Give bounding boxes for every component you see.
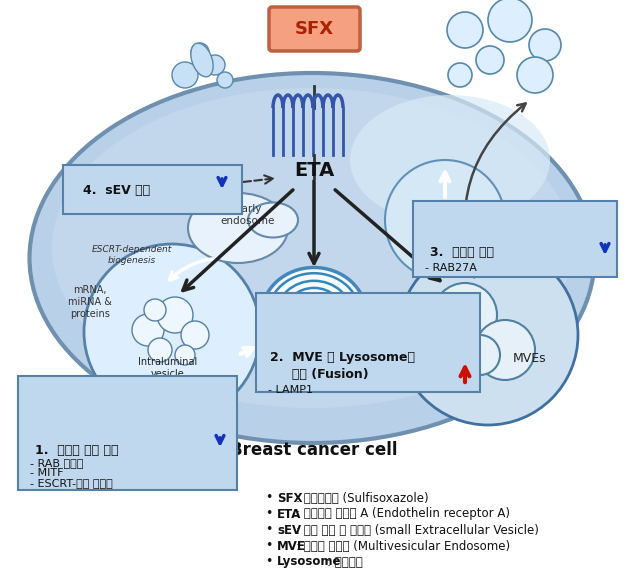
Circle shape xyxy=(270,318,290,338)
Circle shape xyxy=(488,0,532,42)
Circle shape xyxy=(132,314,164,346)
Circle shape xyxy=(447,12,483,48)
Ellipse shape xyxy=(350,95,550,225)
Circle shape xyxy=(476,46,504,74)
Text: mRNA,
miRNA &
proteins: mRNA, miRNA & proteins xyxy=(68,285,112,319)
Circle shape xyxy=(84,244,260,420)
Circle shape xyxy=(448,63,472,87)
Text: Lysosome: Lysosome xyxy=(277,555,342,569)
Text: 융합 (Fusion): 융합 (Fusion) xyxy=(270,367,369,381)
Circle shape xyxy=(181,321,209,349)
Ellipse shape xyxy=(248,203,298,237)
Circle shape xyxy=(460,335,500,375)
Circle shape xyxy=(157,297,193,333)
Text: - LAMP1: - LAMP1 xyxy=(268,385,313,395)
Ellipse shape xyxy=(30,73,594,443)
Circle shape xyxy=(172,62,198,88)
Circle shape xyxy=(175,345,195,365)
Circle shape xyxy=(217,72,233,88)
Text: 2.  MVE 와 Lysosome의: 2. MVE 와 Lysosome의 xyxy=(270,351,415,365)
Text: •: • xyxy=(265,555,272,569)
Text: : 다소포 엔도좀 (Multivesicular Endosome): : 다소포 엔도좀 (Multivesicular Endosome) xyxy=(296,540,509,552)
Circle shape xyxy=(385,160,505,280)
Text: Early
endosome: Early endosome xyxy=(221,204,276,226)
Circle shape xyxy=(148,338,172,362)
Text: MVEs: MVEs xyxy=(513,351,547,365)
Text: ESCRT-dependent
biogenesis: ESCRT-dependent biogenesis xyxy=(92,245,172,265)
FancyBboxPatch shape xyxy=(269,7,360,51)
Text: : 엔도테린 수용체 A (Endothelin receptor A): : 엔도테린 수용체 A (Endothelin receptor A) xyxy=(296,507,509,521)
Circle shape xyxy=(283,315,303,335)
Circle shape xyxy=(191,43,209,61)
Text: •: • xyxy=(265,491,272,505)
Text: SFX: SFX xyxy=(277,491,303,505)
Text: : 설피속사졸 (Sulfisoxazole): : 설피속사졸 (Sulfisoxazole) xyxy=(296,491,428,505)
Text: Lysosome: Lysosome xyxy=(287,351,342,361)
Text: sEV: sEV xyxy=(277,524,301,536)
Ellipse shape xyxy=(191,43,213,77)
Text: : 작은 세포 외 소포체 (small Extracellular Vesicle): : 작은 세포 외 소포체 (small Extracellular Vesic… xyxy=(296,524,538,536)
Text: ETA: ETA xyxy=(294,161,334,180)
Text: - ESCRT-관련 요소들: - ESCRT-관련 요소들 xyxy=(30,478,113,488)
Circle shape xyxy=(433,283,497,347)
Text: - MITF: - MITF xyxy=(30,468,64,478)
Ellipse shape xyxy=(188,193,288,263)
Text: - RAB 단백질: - RAB 단백질 xyxy=(30,458,84,468)
Text: •: • xyxy=(265,524,272,536)
Text: - RAB27A: - RAB27A xyxy=(425,263,477,273)
FancyBboxPatch shape xyxy=(18,376,237,490)
Circle shape xyxy=(475,320,535,380)
Circle shape xyxy=(529,29,561,61)
Text: 4.  sEV 분비: 4. sEV 분비 xyxy=(83,184,150,198)
Text: 1.  액소좀 생성 과정: 1. 액소좀 생성 과정 xyxy=(35,444,118,457)
FancyBboxPatch shape xyxy=(413,201,617,277)
Ellipse shape xyxy=(262,267,367,362)
Text: ETA: ETA xyxy=(277,507,301,521)
Text: Breast cancer cell: Breast cancer cell xyxy=(230,441,398,459)
Text: : 라이소좀: : 라이소좀 xyxy=(326,555,362,569)
Text: Intraluminal
vesicle: Intraluminal vesicle xyxy=(138,357,198,379)
FancyBboxPatch shape xyxy=(63,165,242,214)
Text: •: • xyxy=(265,540,272,552)
FancyBboxPatch shape xyxy=(256,293,480,392)
Circle shape xyxy=(144,299,166,321)
Text: MVE: MVE xyxy=(277,540,306,552)
Circle shape xyxy=(398,245,578,425)
Text: 3.  액소좀 분비: 3. 액소좀 분비 xyxy=(430,245,494,259)
Text: SFX: SFX xyxy=(294,20,333,38)
Circle shape xyxy=(205,55,225,75)
Circle shape xyxy=(517,57,553,93)
Circle shape xyxy=(258,320,278,340)
Text: •: • xyxy=(265,507,272,521)
Ellipse shape xyxy=(52,88,572,408)
Ellipse shape xyxy=(291,294,338,336)
